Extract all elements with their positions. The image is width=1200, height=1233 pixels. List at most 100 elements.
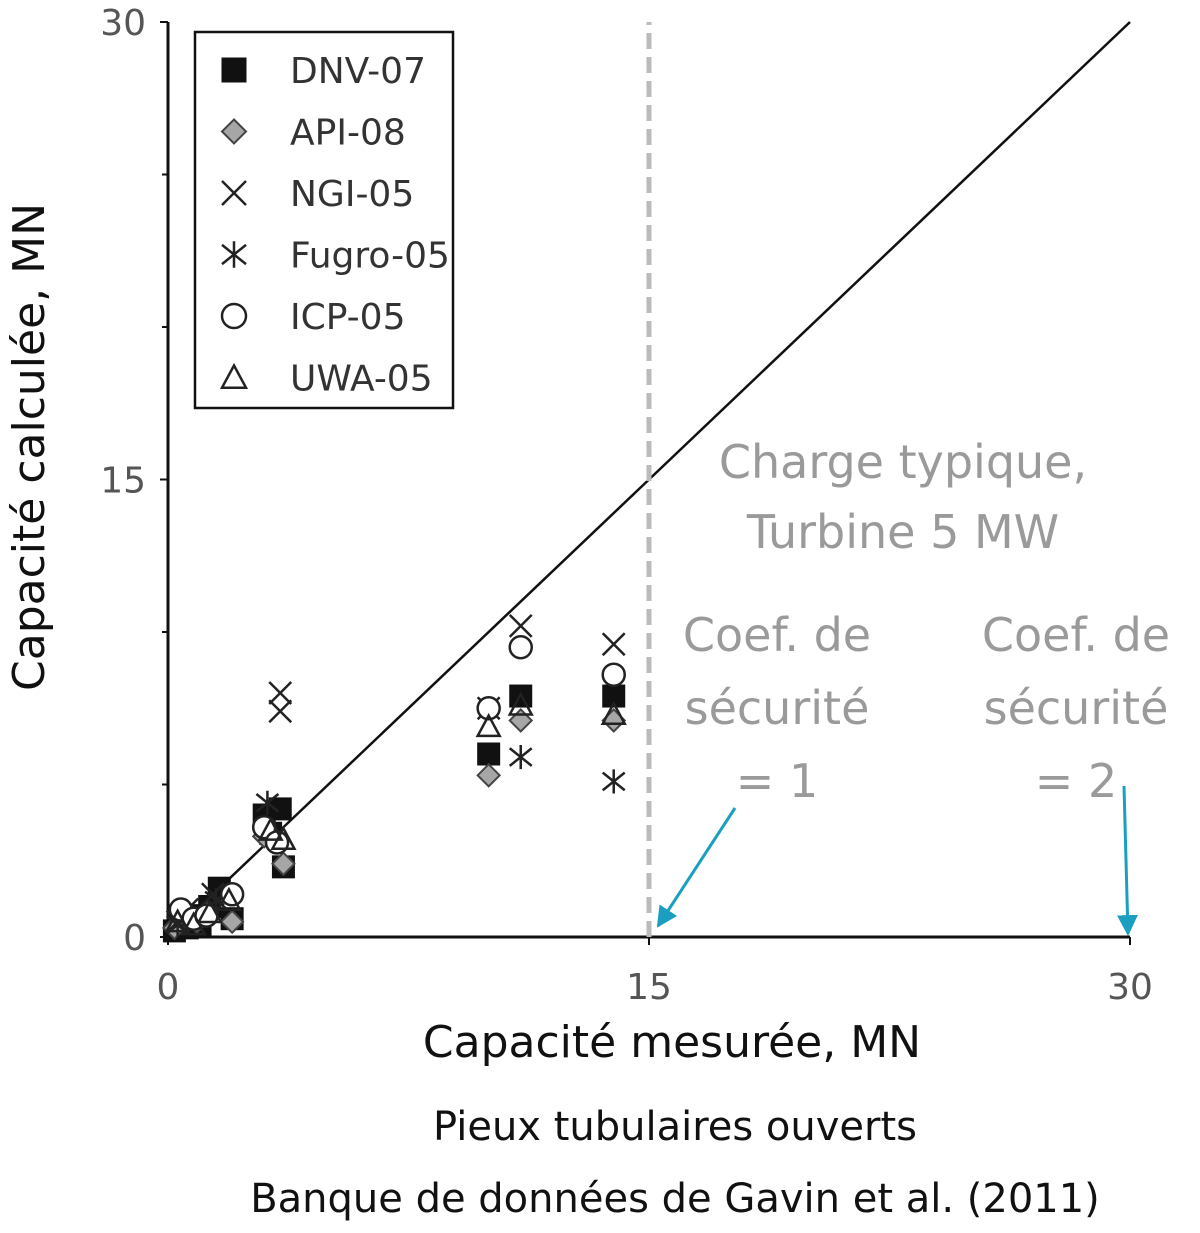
arrow-safety-factor-2: [1116, 785, 1138, 937]
x-shape: [268, 681, 293, 705]
x-shape: [508, 614, 533, 638]
annotations: Charge typique, Turbine 5 MW Coef. de sécur…: [656, 435, 1170, 937]
x-tick-label: 0: [157, 967, 180, 1008]
square-shape: [268, 797, 292, 821]
legend-marker: [220, 302, 248, 330]
caption-line-1: Pieux tubulaires ouverts: [433, 1104, 917, 1150]
tick-labels: 0 15 30 0 15 30: [100, 3, 1153, 1008]
data-point: [270, 825, 297, 850]
diamond-shape: [476, 762, 502, 788]
typical-load-label: Charge typique,: [719, 435, 1087, 489]
data-point: [477, 742, 501, 766]
diamond-shape: [271, 851, 296, 877]
y-tick-label: 0: [123, 918, 146, 959]
legend-marker: [219, 362, 249, 389]
data-point: [476, 762, 502, 788]
triangle-shape: [475, 712, 502, 738]
y-axis-title: Capacité calculée, MN: [4, 203, 55, 691]
legend-label: UWA-05: [290, 359, 433, 400]
data-point: [601, 708, 627, 733]
series-uwa-05: [164, 691, 627, 936]
y-tick-label: 30: [100, 3, 146, 44]
data-point: [508, 708, 534, 733]
legend-label: ICP-05: [290, 297, 405, 338]
data-point: [271, 851, 296, 877]
data-point: [508, 614, 533, 638]
y-tick-label: 15: [100, 461, 146, 502]
circle-shape: [508, 635, 533, 660]
data-point: [268, 797, 292, 821]
series-icp-05: [168, 635, 626, 931]
x-shape: [601, 632, 626, 657]
reference-lines: [167, 21, 1131, 938]
x-axis-title: Capacité mesurée, MN: [423, 1017, 921, 1068]
x-tick-label: 15: [626, 967, 672, 1008]
legend-marker: [220, 118, 248, 145]
data-point: [268, 699, 293, 724]
circle-shape: [601, 662, 626, 687]
x-tick-label: 30: [1107, 967, 1153, 1008]
data-point: [180, 911, 207, 936]
diamond-shape: [508, 708, 534, 733]
data-point: [164, 908, 191, 933]
data-point: [601, 662, 626, 687]
diamond-shape: [601, 708, 627, 733]
x-shape: [201, 882, 225, 907]
triangle-shape: [257, 816, 284, 841]
square-shape: [477, 742, 501, 766]
data-point: [201, 882, 225, 907]
safety-factor-1-label: = 1: [736, 754, 818, 808]
asterisk-shape: [508, 744, 533, 770]
legend-marker: [221, 241, 247, 268]
safety-factor-2-label: = 2: [1035, 754, 1117, 808]
triangle-shape: [219, 362, 249, 389]
x-shape: [221, 180, 247, 206]
data-point: [601, 632, 626, 657]
square-shape: [221, 57, 247, 83]
data-point: [601, 769, 626, 794]
data-point: [196, 898, 223, 924]
legend: DNV-07 API-08 NGI-05 Fugro-05 ICP-05 UWA-05: [193, 30, 455, 410]
asterisk-shape: [221, 241, 247, 268]
diamond-shape: [220, 118, 248, 145]
circle-shape: [476, 696, 501, 721]
legend-marker: [221, 57, 247, 83]
legend-label: NGI-05: [290, 174, 414, 215]
data-point: [508, 744, 533, 770]
caption-line-2: Banque de données de Gavin et al. (2011): [250, 1176, 1100, 1222]
legend-label: DNV-07: [290, 51, 426, 92]
circle-shape: [220, 302, 248, 330]
arrow-safety-factor-1: [656, 807, 737, 928]
asterisk-shape: [601, 769, 626, 794]
safety-factor-2-label: Coef. de: [982, 608, 1170, 662]
typical-load-label: Turbine 5 MW: [746, 505, 1059, 559]
data-point: [508, 635, 533, 660]
legend-label: API-08: [290, 113, 406, 154]
safety-factor-1-label: sécurité: [685, 681, 870, 735]
legend-marker: [221, 180, 247, 206]
legend-label: Fugro-05: [290, 236, 450, 277]
asterisk-shape: [255, 790, 280, 815]
safety-factor-1-label: Coef. de: [683, 608, 871, 662]
data-point: [219, 909, 245, 935]
data-point: [255, 790, 280, 815]
triangle-shape: [270, 825, 297, 850]
triangle-shape: [180, 911, 207, 936]
data-point: [268, 681, 293, 705]
triangle-shape: [164, 908, 191, 933]
safety-factor-2-label: sécurité: [984, 681, 1169, 735]
x-shape: [268, 699, 293, 724]
data-point: [476, 696, 501, 721]
data-point: [257, 816, 284, 841]
triangle-shape: [215, 886, 243, 911]
data-points: [161, 614, 627, 943]
triangle-shape: [196, 898, 223, 924]
data-point: [475, 712, 502, 738]
data-point: [600, 700, 627, 725]
triangle-shape: [507, 691, 534, 716]
diamond-shape: [219, 909, 245, 935]
legend-box: [193, 30, 455, 410]
triangle-shape: [600, 700, 627, 725]
data-point: [215, 886, 243, 911]
